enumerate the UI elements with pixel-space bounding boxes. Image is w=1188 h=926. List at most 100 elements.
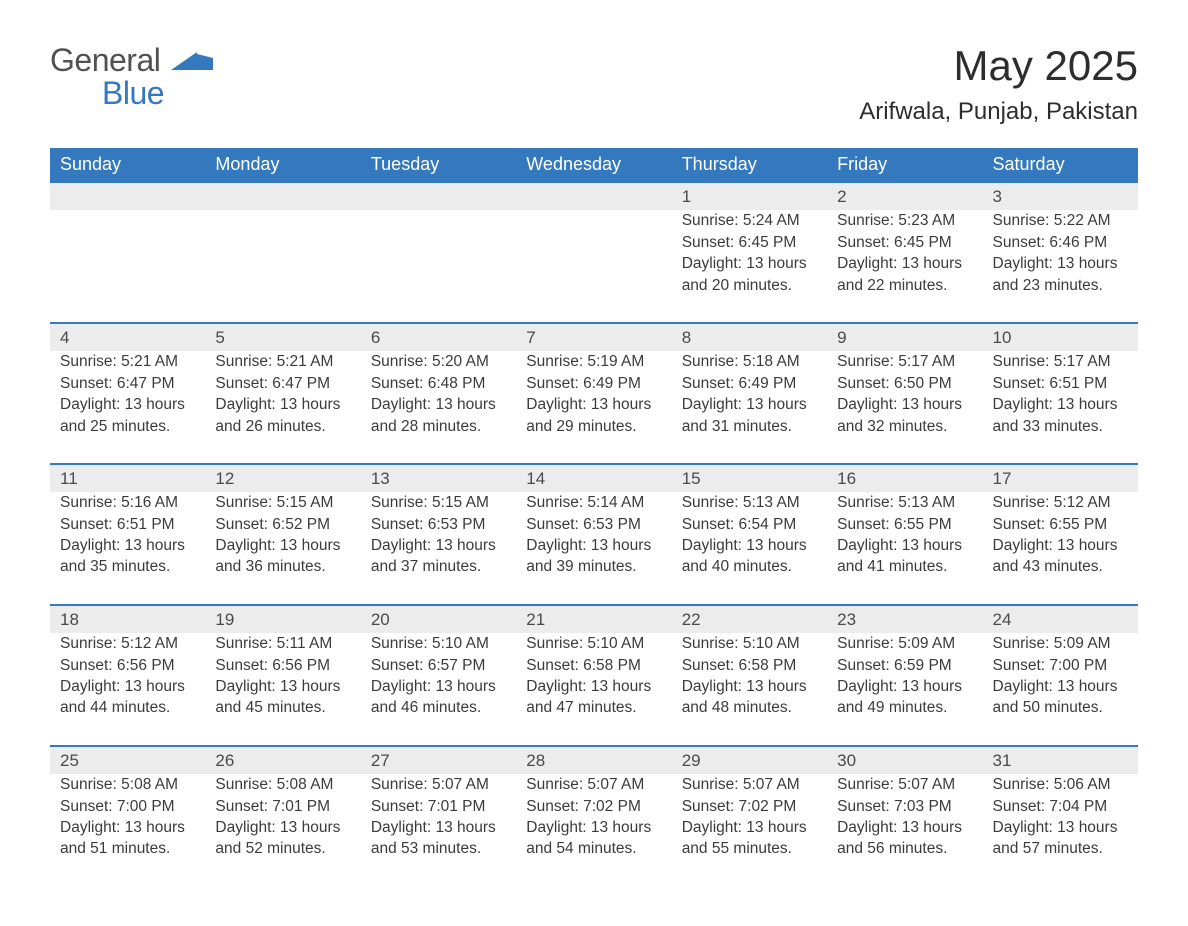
sunset-line: Sunset: 7:02 PM [682,796,817,817]
day-header: Thursday [672,148,827,182]
day-detail-cell: Sunrise: 5:13 AMSunset: 6:54 PMDaylight:… [672,492,827,605]
day-detail-cell: Sunrise: 5:07 AMSunset: 7:03 PMDaylight:… [827,774,982,886]
daylight-line: Daylight: 13 hours and 54 minutes. [526,817,661,860]
day-detail-cell: Sunrise: 5:09 AMSunset: 6:59 PMDaylight:… [827,633,982,746]
daylight-line: Daylight: 13 hours and 44 minutes. [60,676,195,719]
day-number-cell: 22 [672,605,827,633]
calendar-body: 123Sunrise: 5:24 AMSunset: 6:45 PMDaylig… [50,182,1138,886]
daylight-line: Daylight: 13 hours and 49 minutes. [837,676,972,719]
daylight-line: Daylight: 13 hours and 22 minutes. [837,253,972,296]
sunset-line: Sunset: 6:47 PM [215,373,350,394]
sunrise-line: Sunrise: 5:13 AM [682,492,817,513]
sunrise-line: Sunrise: 5:08 AM [215,774,350,795]
day-number-cell: 9 [827,323,982,351]
sunset-line: Sunset: 6:58 PM [526,655,661,676]
daylight-line: Daylight: 13 hours and 48 minutes. [682,676,817,719]
daylight-line: Daylight: 13 hours and 50 minutes. [993,676,1128,719]
day-number-cell [361,182,516,210]
sunset-line: Sunset: 6:56 PM [60,655,195,676]
day-number-cell [205,182,360,210]
day-header: Friday [827,148,982,182]
day-detail-row: Sunrise: 5:08 AMSunset: 7:00 PMDaylight:… [50,774,1138,886]
sunset-line: Sunset: 6:48 PM [371,373,506,394]
sunset-line: Sunset: 6:49 PM [526,373,661,394]
day-number-cell: 2 [827,182,982,210]
day-number-cell: 31 [983,746,1138,774]
logo-text-blue: Blue [102,75,213,112]
day-number-cell: 19 [205,605,360,633]
day-detail-cell: Sunrise: 5:18 AMSunset: 6:49 PMDaylight:… [672,351,827,464]
day-number-cell: 28 [516,746,671,774]
sunset-line: Sunset: 7:03 PM [837,796,972,817]
sunset-line: Sunset: 7:04 PM [993,796,1128,817]
sunset-line: Sunset: 6:57 PM [371,655,506,676]
logo-triangle-icon [171,50,213,75]
day-number-cell: 12 [205,464,360,492]
daylight-line: Daylight: 13 hours and 28 minutes. [371,394,506,437]
day-header: Sunday [50,148,205,182]
day-number-cell: 13 [361,464,516,492]
title-location: Arifwala, Punjab, Pakistan [859,98,1138,126]
day-number-row: 45678910 [50,323,1138,351]
day-number-cell: 21 [516,605,671,633]
sunset-line: Sunset: 6:53 PM [526,514,661,535]
sunrise-line: Sunrise: 5:22 AM [993,210,1128,231]
calendar-table: SundayMondayTuesdayWednesdayThursdayFrid… [50,148,1138,886]
sunset-line: Sunset: 7:00 PM [60,796,195,817]
day-detail-cell [516,210,671,323]
day-header: Monday [205,148,360,182]
daylight-line: Daylight: 13 hours and 33 minutes. [993,394,1128,437]
day-detail-cell: Sunrise: 5:21 AMSunset: 6:47 PMDaylight:… [205,351,360,464]
day-number-row: 11121314151617 [50,464,1138,492]
sunset-line: Sunset: 6:46 PM [993,232,1128,253]
day-number-cell: 8 [672,323,827,351]
sunrise-line: Sunrise: 5:13 AM [837,492,972,513]
day-detail-row: Sunrise: 5:21 AMSunset: 6:47 PM Daylight:… [50,351,1138,464]
daylight-line: Daylight: 13 hours and 53 minutes. [371,817,506,860]
sunset-line: Sunset: 6:56 PM [215,655,350,676]
day-detail-cell: Sunrise: 5:07 AMSunset: 7:02 PMDaylight:… [516,774,671,886]
day-detail-cell: Sunrise: 5:14 AMSunset: 6:53 PMDaylight:… [516,492,671,605]
sunrise-line: Sunrise: 5:07 AM [371,774,506,795]
sunset-line: Sunset: 6:51 PM [993,373,1128,394]
sunset-line: Sunset: 6:55 PM [837,514,972,535]
title-block: May 2025 Arifwala, Punjab, Pakistan [859,42,1138,126]
daylight-line: Daylight: 13 hours and 32 minutes. [837,394,972,437]
day-number-cell: 4 [50,323,205,351]
day-number-cell [516,182,671,210]
day-detail-cell: Sunrise: 5:10 AMSunset: 6:58 PMDaylight:… [516,633,671,746]
day-detail-cell: Sunrise: 5:12 AMSunset: 6:55 PMDaylight:… [983,492,1138,605]
sunrise-line: Sunrise: 5:10 AM [371,633,506,654]
day-detail-cell: Sunrise: 5:10 AMSunset: 6:58 PMDaylight:… [672,633,827,746]
day-detail-cell: Sunrise: 5:17 AMSunset: 6:50 PMDaylight:… [827,351,982,464]
day-number-cell: 7 [516,323,671,351]
day-number-cell: 23 [827,605,982,633]
sunset-line: Sunset: 6:45 PM [682,232,817,253]
daylight-line: Daylight: 13 hours and 39 minutes. [526,535,661,578]
day-detail-cell: Sunrise: 5:16 AMSunset: 6:51 PMDaylight:… [50,492,205,605]
logo-text-wrap: General Blue [50,42,213,112]
daylight-line: Daylight: 13 hours and 47 minutes. [526,676,661,719]
day-header: Tuesday [361,148,516,182]
day-number-cell: 16 [827,464,982,492]
daylight-line: Daylight: 13 hours and 29 minutes. [526,394,661,437]
day-detail-cell: Sunrise: 5:22 AMSunset: 6:46 PMDaylight:… [983,210,1138,323]
day-detail-cell: Sunrise: 5:15 AMSunset: 6:53 PMDaylight:… [361,492,516,605]
day-detail-cell: Sunrise: 5:15 AMSunset: 6:52 PMDaylight:… [205,492,360,605]
day-detail-cell: Sunrise: 5:21 AMSunset: 6:47 PMDaylight:… [50,351,205,464]
day-detail-cell: Sunrise: 5:07 AMSunset: 7:02 PMDaylight:… [672,774,827,886]
day-detail-cell: Sunrise: 5:19 AMSunset: 6:49 PMDaylight:… [516,351,671,464]
sunrise-line: Sunrise: 5:11 AM [215,633,350,654]
sunset-line: Sunset: 6:51 PM [60,514,195,535]
sunrise-line: Sunrise: 5:21 AM [215,351,350,372]
day-number-cell: 26 [205,746,360,774]
day-number-cell: 30 [827,746,982,774]
sunrise-line: Sunrise: 5:08 AM [60,774,195,795]
daylight-line: Daylight: 13 hours and 57 minutes. [993,817,1128,860]
daylight-line: Daylight: 13 hours and 35 minutes. [60,535,195,578]
day-header-row: SundayMondayTuesdayWednesdayThursdayFrid… [50,148,1138,182]
sunrise-line: Sunrise: 5:19 AM [526,351,661,372]
daylight-line: Daylight: 13 hours and 51 minutes. [60,817,195,860]
sunrise-line: Sunrise: 5:16 AM [60,492,195,513]
day-detail-cell: Sunrise: 5:06 AMSunset: 7:04 PMDaylight:… [983,774,1138,886]
